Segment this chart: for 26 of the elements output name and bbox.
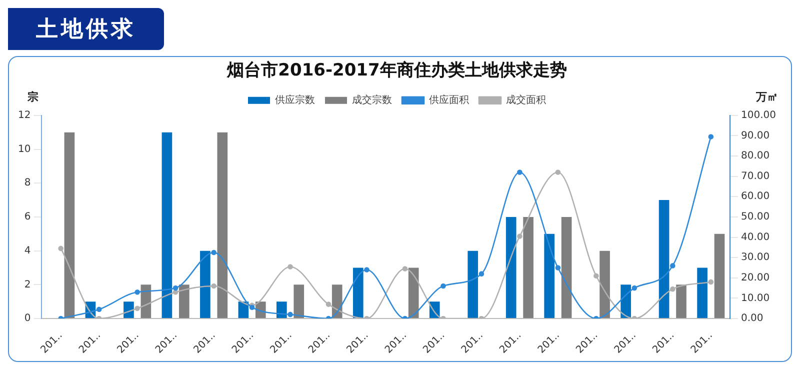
y2-tick-label: 80.00: [741, 150, 770, 162]
y2-tick-label: 100.00: [741, 110, 776, 121]
y-tick-label: 4: [24, 245, 31, 256]
y-tick-label: 6: [24, 212, 31, 223]
y2-tick-label: 20.00: [741, 272, 770, 284]
y2-tick-label: 60.00: [741, 191, 770, 202]
y2-tick-label: 90.00: [741, 130, 770, 142]
y-tick-label: 10: [18, 144, 31, 155]
y2-axis-title: 万㎡: [755, 90, 778, 104]
legend-label: 供应面积: [429, 94, 469, 106]
y2-tick-label: 40.00: [741, 232, 770, 243]
y-axis-title: 宗: [26, 90, 38, 104]
y2-tick-label: 10.00: [741, 292, 770, 304]
legend-label: 成交宗数: [352, 94, 392, 106]
y-tick-label: 0: [24, 313, 31, 324]
y-tick-label: 2: [24, 279, 31, 290]
chart-title: 烟台市2016-2017年商住办类土地供求走势: [226, 60, 567, 81]
y2-tick-label: 50.00: [741, 212, 770, 223]
y-tick-label: 12: [18, 110, 31, 121]
legend-label: 成交面积: [506, 94, 546, 106]
legend-label: 供应宗数: [275, 94, 315, 106]
y2-tick-label: 70.00: [741, 170, 770, 182]
y2-tick-label: 0.00: [741, 313, 764, 324]
y-tick-label: 8: [24, 178, 31, 189]
y2-tick-label: 30.00: [741, 252, 770, 264]
text: 土地供求: [8, 8, 164, 50]
